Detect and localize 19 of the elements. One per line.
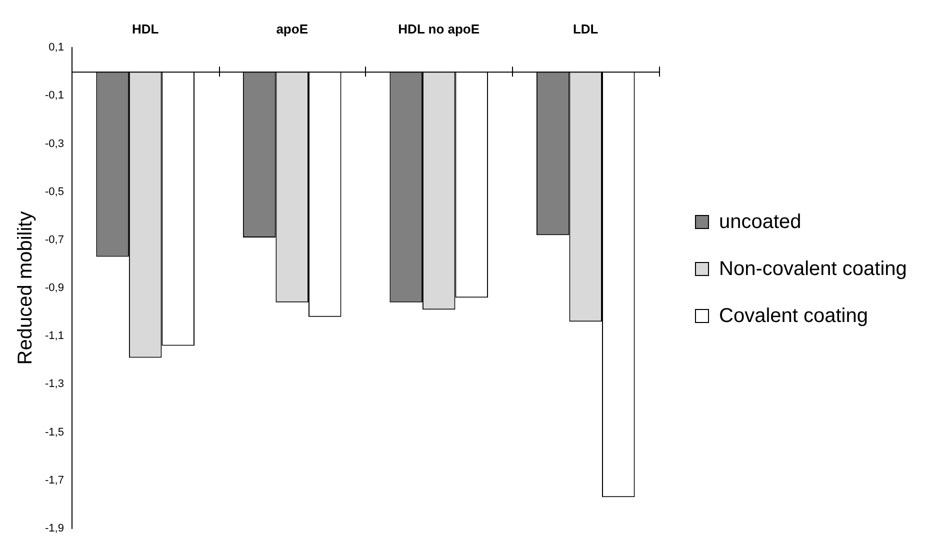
y-tick-label: -1,3 [44,378,64,390]
x-tick-label: HDL no apoE [398,21,480,36]
x-tick-label: LDL [572,21,598,36]
y-tick-label: -1,5 [44,426,64,438]
y-tick-label: 0,1 [48,42,64,54]
y-tick-label: -0,9 [44,282,64,294]
x-tick-label: apoE [276,21,308,36]
y-tick-label: -0,5 [44,186,64,198]
x-tick-label: HDL [132,21,159,36]
text: Covalent coating [719,304,868,328]
y-axis-title: Reduced mobility [14,211,37,365]
legend-label: uncoated [719,210,802,234]
y-tick-label: -1,7 [44,474,64,486]
y-tick-label: -0,7 [44,234,64,246]
legend-label: Non-covalent coating [719,258,907,280]
y-tick-label: -1,9 [44,522,64,534]
y-tick-label: -0,3 [44,138,64,150]
y-tick-label: -0,1 [44,90,64,102]
y-tick-label: -1,1 [44,330,64,342]
